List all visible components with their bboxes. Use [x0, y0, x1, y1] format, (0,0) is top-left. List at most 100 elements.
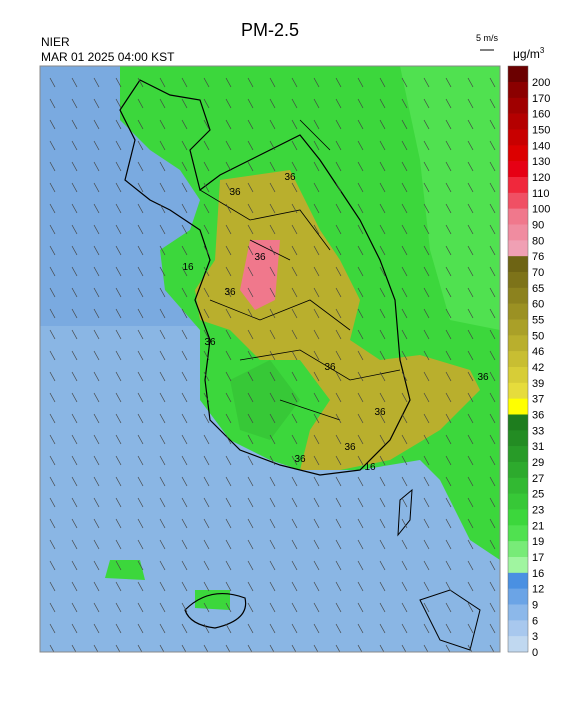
- wind-arrow: [313, 287, 320, 298]
- wind-arrow: [181, 602, 188, 613]
- wind-arrow: [335, 98, 342, 109]
- colorbar-label: 27: [532, 473, 544, 485]
- contour-label: 36: [374, 407, 386, 418]
- wind-arrow: [93, 329, 100, 340]
- wind-arrow: [445, 497, 452, 508]
- wind-arrow: [379, 455, 386, 466]
- wind-arrow: [401, 413, 408, 424]
- wind-arrow: [247, 623, 254, 634]
- land-light: [400, 66, 500, 330]
- wind-arrow: [269, 140, 276, 151]
- wind-arrow: [467, 581, 474, 592]
- wind-arrow: [247, 119, 254, 130]
- wind-arrow: [203, 161, 210, 172]
- colorbar-label: 33: [532, 425, 544, 437]
- colorbar-label: 110: [532, 188, 550, 200]
- wind-arrow: [423, 266, 430, 277]
- colorbar-label: 46: [532, 346, 544, 358]
- wind-arrow: [159, 581, 166, 592]
- wind-arrow: [313, 581, 320, 592]
- wind-arrow: [313, 392, 320, 403]
- wind-arrow: [247, 644, 253, 652]
- wind-arrow: [137, 434, 144, 445]
- colorbar-label: 100: [532, 204, 550, 216]
- wind-arrow: [93, 392, 100, 403]
- wind-arrow: [467, 371, 474, 382]
- wind-arrow: [159, 287, 166, 298]
- wind-arrow: [445, 518, 452, 529]
- colorbar-label: 0: [532, 647, 538, 659]
- wind-arrow: [335, 119, 342, 130]
- wind-arrow: [313, 77, 320, 88]
- wind-arrow: [489, 308, 496, 319]
- wind-arrow: [467, 98, 474, 109]
- wind-arrow: [247, 140, 254, 151]
- wind-arrow: [489, 434, 496, 445]
- wind-arrow: [247, 182, 254, 193]
- contour-label: 36: [229, 187, 241, 198]
- wind-arrow: [49, 623, 56, 634]
- wind-arrow: [247, 203, 254, 214]
- wind-arrow: [137, 392, 144, 403]
- wind-arrow: [203, 497, 210, 508]
- wind-arrow: [445, 623, 452, 634]
- wind-arrow: [49, 350, 56, 361]
- wind-arrow: [159, 329, 166, 340]
- wind-arrow: [181, 98, 188, 109]
- island-green: [105, 560, 145, 580]
- wind-arrow: [291, 392, 298, 403]
- wind-arrow: [181, 560, 188, 571]
- wind-arrow: [313, 161, 320, 172]
- colorbar-segment: [508, 145, 528, 162]
- wind-arrow: [291, 119, 298, 130]
- colorbar-label: 23: [532, 505, 544, 517]
- wind-arrow: [115, 98, 122, 109]
- wind-arrow: [489, 413, 496, 424]
- wind-arrow: [489, 371, 496, 382]
- wind-arrow: [401, 287, 408, 298]
- wind-arrow: [71, 371, 78, 382]
- wind-arrow: [357, 581, 364, 592]
- wind-arrow: [159, 371, 166, 382]
- wind-arrow: [93, 371, 100, 382]
- wind-arrow: [467, 182, 474, 193]
- wind-arrow: [467, 245, 474, 256]
- wind-arrow: [137, 497, 144, 508]
- wind-arrow: [93, 119, 100, 130]
- wind-arrow: [335, 455, 342, 466]
- wind-arrow: [423, 224, 430, 235]
- wind-arrow: [115, 602, 122, 613]
- wind-arrow: [401, 623, 408, 634]
- wind-arrow: [401, 77, 408, 88]
- wind-arrow: [93, 245, 100, 256]
- wind-arrow: [225, 560, 232, 571]
- wind-arrow: [291, 77, 298, 88]
- wind-arrow: [335, 161, 342, 172]
- wind-arrow: [181, 497, 188, 508]
- contour-label: 36: [284, 172, 296, 183]
- wind-arrow: [159, 497, 166, 508]
- wind-arrow: [137, 119, 144, 130]
- colorbar-label: 19: [532, 536, 544, 548]
- wind-arrow: [489, 455, 496, 466]
- wind-arrow: [203, 434, 210, 445]
- wind-arrow: [115, 203, 122, 214]
- colorbar-label: 37: [532, 394, 544, 406]
- wind-arrow: [71, 602, 78, 613]
- wind-arrow: [71, 434, 78, 445]
- wind-arrow: [313, 371, 320, 382]
- wind-arrow: [115, 161, 122, 172]
- wind-arrow: [225, 245, 232, 256]
- wind-arrow: [225, 581, 232, 592]
- wind-arrow: [159, 161, 166, 172]
- wind-arrow: [247, 266, 254, 277]
- wind-arrow: [269, 539, 276, 550]
- wind-arrow: [335, 413, 342, 424]
- wind-arrow: [401, 602, 408, 613]
- wind-arrow: [71, 161, 78, 172]
- wind-arrow: [335, 644, 341, 652]
- wind-arrow: [313, 497, 320, 508]
- wind-arrow: [115, 350, 122, 361]
- wind-arrow: [137, 560, 144, 571]
- wind-arrow: [269, 203, 276, 214]
